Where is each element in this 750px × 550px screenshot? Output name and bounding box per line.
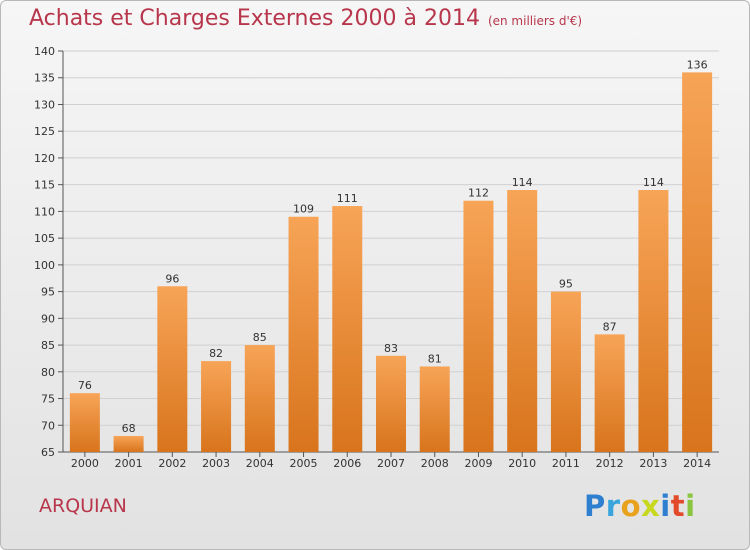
logo-letter: t <box>670 489 686 523</box>
place-name: ARQUIAN <box>39 495 127 517</box>
data-label-2005: 109 <box>293 203 314 216</box>
x-tick-labels: 2000 2001 2002 2003 2004 2005 2006 2007 2008 2009… <box>71 452 711 470</box>
data-label-2007: 83 <box>384 342 398 355</box>
x-tick-label: 2007 <box>377 457 405 470</box>
data-label-2011: 95 <box>559 278 573 291</box>
y-tick-label: 135 <box>34 72 55 85</box>
x-tick-label: 2011 <box>552 457 580 470</box>
x-tick-label: 2013 <box>639 457 667 470</box>
bar-2011 <box>550 291 581 452</box>
x-tick-label: 2003 <box>202 457 230 470</box>
logo-letter: i <box>685 489 696 523</box>
data-label-2010: 114 <box>512 176 533 189</box>
bars <box>69 72 713 453</box>
logo-letter: r <box>605 489 621 523</box>
y-tick-label: 140 <box>34 45 55 58</box>
bar-2003 <box>201 361 232 452</box>
y-tick-label: 75 <box>41 393 55 406</box>
chart-subtitle: (en milliers d'€) <box>487 14 583 28</box>
y-tick-label: 90 <box>41 312 55 325</box>
x-tick-label: 2006 <box>333 457 361 470</box>
bar-2013 <box>638 190 669 452</box>
y-tick-label: 85 <box>41 339 55 352</box>
data-label-2012: 87 <box>603 320 617 333</box>
y-tick-label: 95 <box>41 286 55 299</box>
bar-2001 <box>113 435 144 452</box>
y-tick-label: 80 <box>41 366 55 379</box>
proxiti-logo[interactable]: Proxiti <box>584 489 696 523</box>
data-label-2000: 76 <box>78 379 92 392</box>
y-tick-label: 115 <box>34 179 55 192</box>
chart-title-text: Achats et Charges Externes 2000 à 2014 <box>29 6 480 31</box>
x-tick-label: 2012 <box>596 457 624 470</box>
y-tick-label: 110 <box>34 205 55 218</box>
x-tick-label: 2004 <box>246 457 274 470</box>
data-label-2001: 68 <box>122 422 136 435</box>
bar-2004 <box>244 345 275 452</box>
x-tick-label: 2009 <box>464 457 492 470</box>
bar-2014 <box>682 72 713 453</box>
logo-letter: P <box>584 489 606 523</box>
y-tick-label: 65 <box>41 446 55 459</box>
data-labels: 76 68 96 82 85 109 111 83 81 112 114 95 87 114 136 <box>78 58 708 435</box>
x-tick-label: 2008 <box>421 457 449 470</box>
y-tick-label: 100 <box>34 259 55 272</box>
logo-letter: o <box>620 489 642 523</box>
x-tick-label: 2000 <box>71 457 99 470</box>
data-label-2013: 114 <box>643 176 664 189</box>
logo-letter: x <box>641 489 661 523</box>
bar-2010 <box>507 190 538 452</box>
x-tick-label: 2005 <box>290 457 318 470</box>
x-tick-label: 2014 <box>683 457 711 470</box>
bar-2007 <box>376 355 406 452</box>
data-label-2004: 85 <box>253 331 267 344</box>
bar-2008 <box>419 366 450 452</box>
bar-2009 <box>463 200 494 452</box>
bar-2012 <box>594 334 625 452</box>
logo-letter: i <box>660 489 671 523</box>
data-label-2002: 96 <box>165 272 179 285</box>
data-label-2006: 111 <box>337 192 358 205</box>
y-tick-label: 130 <box>34 98 55 111</box>
y-tick-label: 70 <box>41 419 55 432</box>
y-tick-label: 125 <box>34 125 55 138</box>
chart-title: Achats et Charges Externes 2000 à 2014 (e… <box>29 6 582 31</box>
bar-2002 <box>157 286 188 452</box>
y-tick-label: 105 <box>34 232 55 245</box>
data-label-2003: 82 <box>209 347 223 360</box>
bar-2006 <box>332 206 363 452</box>
y-tick-label: 120 <box>34 152 55 165</box>
data-label-2009: 112 <box>468 187 489 200</box>
data-label-2008: 81 <box>428 352 442 365</box>
x-tick-label: 2010 <box>508 457 536 470</box>
x-tick-label: 2001 <box>115 457 143 470</box>
data-label-2014: 136 <box>687 58 708 71</box>
y-tick-labels: 65 70 75 80 85 90 95 100 105 110 115 120 125 130 135 14… <box>34 45 63 459</box>
bar-2000 <box>69 393 100 452</box>
bar-2005 <box>288 216 319 452</box>
x-tick-label: 2002 <box>158 457 186 470</box>
